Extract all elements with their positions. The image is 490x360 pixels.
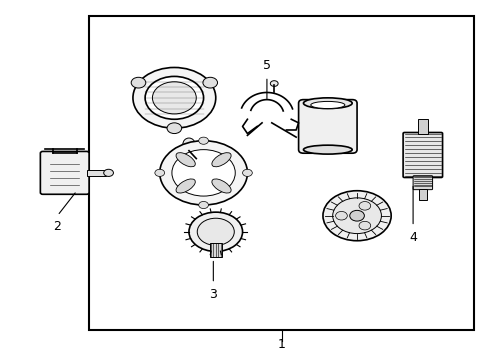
Circle shape	[199, 202, 208, 208]
Ellipse shape	[176, 153, 196, 167]
Circle shape	[350, 210, 365, 221]
Circle shape	[203, 77, 218, 88]
Ellipse shape	[303, 98, 352, 109]
Circle shape	[189, 212, 243, 251]
Circle shape	[359, 221, 371, 230]
Circle shape	[197, 218, 234, 246]
Ellipse shape	[212, 153, 231, 167]
Bar	[87, 170, 106, 176]
Circle shape	[104, 169, 114, 176]
FancyBboxPatch shape	[298, 100, 357, 153]
Circle shape	[145, 76, 203, 119]
Bar	[419, 189, 427, 200]
Ellipse shape	[311, 102, 345, 109]
Circle shape	[333, 198, 381, 234]
Circle shape	[199, 137, 208, 144]
FancyBboxPatch shape	[413, 176, 433, 190]
Circle shape	[131, 77, 146, 88]
Circle shape	[160, 141, 247, 205]
Text: 3: 3	[209, 288, 217, 301]
Circle shape	[152, 82, 196, 114]
Circle shape	[167, 123, 182, 134]
Text: 1: 1	[278, 338, 286, 351]
Circle shape	[243, 169, 252, 176]
Circle shape	[359, 202, 371, 210]
Circle shape	[336, 211, 347, 220]
Bar	[418, 119, 428, 134]
Bar	[210, 243, 221, 257]
Text: 2: 2	[53, 220, 61, 233]
Text: 4: 4	[409, 231, 417, 244]
Text: 5: 5	[263, 59, 271, 72]
Circle shape	[323, 191, 391, 241]
Circle shape	[133, 67, 216, 128]
Circle shape	[270, 81, 278, 86]
Bar	[89, 16, 474, 330]
Circle shape	[155, 169, 165, 176]
Ellipse shape	[176, 179, 196, 193]
Ellipse shape	[183, 138, 195, 150]
Ellipse shape	[212, 179, 231, 193]
FancyBboxPatch shape	[40, 152, 89, 194]
FancyBboxPatch shape	[403, 132, 442, 177]
Ellipse shape	[303, 145, 352, 154]
Circle shape	[172, 150, 235, 196]
